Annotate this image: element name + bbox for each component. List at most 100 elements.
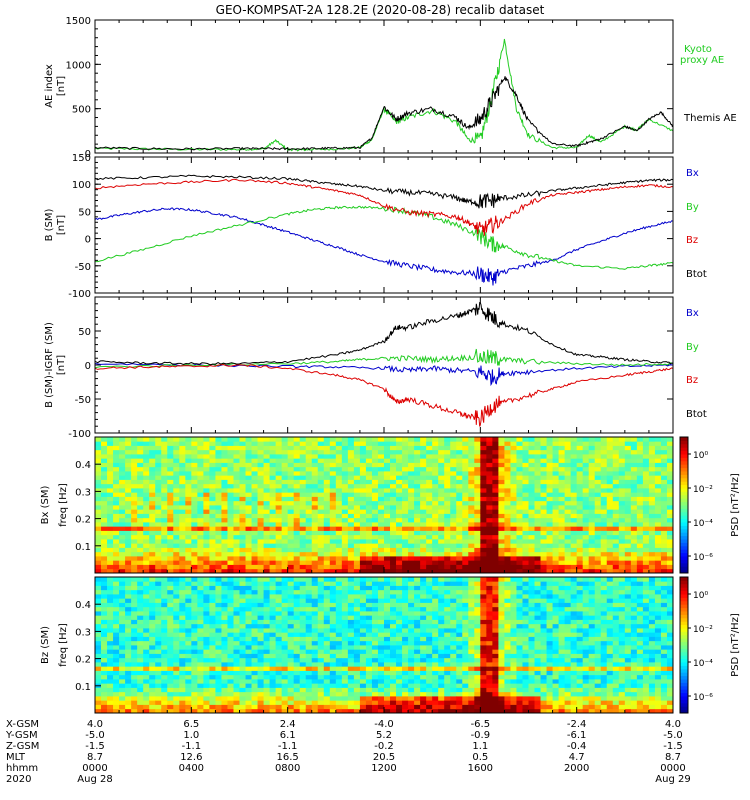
specbx-cell (185, 560, 192, 565)
specbz-cell (107, 628, 114, 633)
specbx-cell (660, 509, 668, 514)
specbx-cell (558, 437, 566, 442)
specbx-cell (215, 568, 222, 574)
specbx-cell (161, 530, 168, 536)
specbx-cell (173, 492, 180, 497)
specbz-cell (323, 679, 331, 684)
specbx-cell (263, 466, 270, 472)
specbz-cell (203, 708, 210, 714)
specbx-cell (227, 509, 234, 514)
specbx-cell (341, 458, 349, 463)
specbz-cell (125, 636, 132, 642)
specbx-cell (191, 543, 198, 548)
specbz-cell (251, 683, 258, 688)
specbx-cell (594, 441, 602, 446)
specbx-cell (215, 471, 222, 476)
specbx-cell (540, 513, 547, 519)
specbz-cell (341, 687, 349, 693)
specbx-cell (666, 509, 674, 514)
specbx-cell (215, 560, 222, 565)
specbx-cell (197, 547, 204, 553)
specbx-cell (408, 517, 415, 523)
specbx-cell (155, 471, 162, 476)
specbx-cell (209, 547, 216, 553)
specbx-cell (420, 462, 427, 468)
specbz-cell (95, 653, 102, 659)
specbx-cell (630, 458, 638, 463)
specbx-cell (221, 437, 228, 442)
specbx-cell (570, 522, 578, 527)
specbx-cell (630, 500, 638, 506)
specbx-cell (492, 556, 499, 561)
specbx-cell (486, 483, 493, 489)
specbz-cell (203, 589, 210, 595)
specbx-cell (576, 539, 584, 544)
specbx-cell (281, 500, 289, 506)
specbx-cell (131, 568, 138, 574)
specbx-cell (438, 466, 445, 472)
specbx-cell (287, 522, 295, 527)
specbx-cell (209, 568, 216, 574)
specbx-cell (606, 471, 614, 476)
specbx-cell (660, 479, 668, 485)
specbz-cell (233, 708, 240, 714)
specbz-cell (95, 619, 102, 625)
specbx-cell (101, 500, 108, 506)
specbx-cell (636, 466, 644, 472)
specbz-cell (179, 606, 186, 612)
specbz-cell (197, 628, 204, 633)
ae-legend-kyoto: Kyoto (684, 44, 712, 55)
specbx-cell (347, 462, 355, 468)
specbx-cell (257, 564, 264, 570)
specbz-cell (263, 623, 270, 629)
specbx-cell (149, 449, 156, 455)
specbz-cell (101, 640, 108, 646)
specbx-cell (570, 564, 578, 570)
specbx-cell (666, 556, 674, 561)
specbx-cell (263, 556, 270, 561)
specbz-cell (221, 645, 228, 650)
specbx-cell (456, 462, 463, 468)
specbx-cell (612, 517, 620, 523)
specbx-cell (420, 496, 427, 502)
specbx-cell (377, 445, 385, 451)
specbz-cell (185, 696, 192, 701)
specbx-cell (432, 568, 439, 574)
specbx-cbar-step (680, 488, 688, 492)
specbx-cell (377, 441, 385, 446)
specbx-cell (510, 488, 517, 493)
specbx-cell (275, 517, 283, 523)
specbz-cell (335, 708, 343, 714)
specbx-cell (546, 500, 553, 506)
specbx-cell (335, 454, 343, 459)
specbx-cell (624, 568, 632, 574)
specbx-cell (113, 530, 120, 536)
specbx-cell (119, 547, 126, 553)
specbx-cell (636, 517, 644, 523)
specbx-cell (203, 496, 210, 502)
specbx-cell (323, 551, 331, 557)
specbx-cell (107, 551, 114, 557)
specbx-cell (522, 449, 529, 455)
specbx-cell (468, 568, 475, 574)
specbz-cell (221, 670, 228, 676)
specbx-cell (365, 543, 373, 548)
specbx-cell (486, 454, 493, 459)
specbx-cell (444, 505, 451, 510)
specbz-cell (353, 585, 361, 591)
specbz-cell (305, 645, 313, 650)
specbx-cell (612, 564, 620, 570)
specbx-cell (131, 500, 138, 506)
specbz-cell (107, 653, 114, 659)
specbz-cell (281, 594, 289, 599)
specbz-cell (137, 666, 144, 671)
specbz-cell (95, 708, 102, 714)
specbz-cell (299, 657, 307, 663)
specbx-cell (468, 466, 475, 472)
specbx-cell (347, 479, 355, 485)
specbx-cell (510, 530, 517, 536)
specbz-cell (101, 594, 108, 599)
specbx-cell (197, 441, 204, 446)
specbz-cell (275, 674, 283, 680)
specbz-cell (161, 632, 168, 637)
